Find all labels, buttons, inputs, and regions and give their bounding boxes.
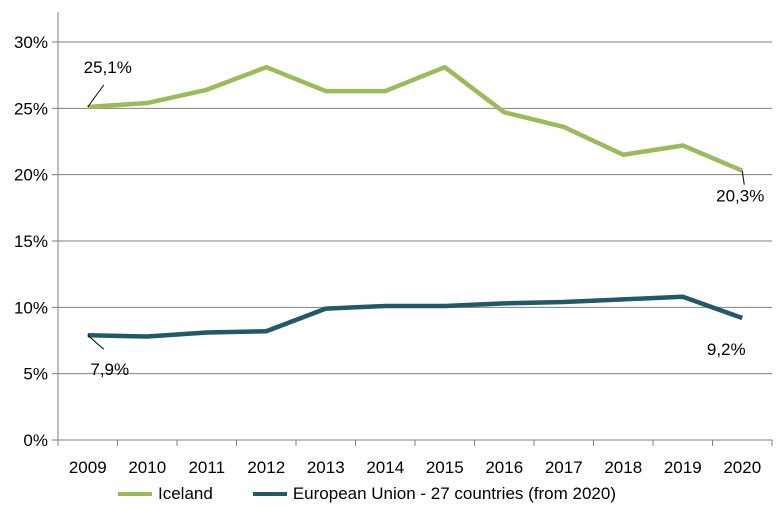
y-tick-label: 25% [14,99,48,118]
y-tick-label: 10% [14,298,48,317]
leader-line [741,170,745,185]
data-label: 7,9% [90,360,129,379]
y-tick-label: 5% [23,365,48,384]
y-tick-labels: 0% 5% 10% 15% 20% 25% 30% [14,33,48,450]
x-tick-label: 2020 [723,458,761,477]
legend-label-iceland: Iceland [158,484,213,503]
legend-item-iceland: Iceland [118,484,213,504]
series-lines [87,64,744,339]
legend-label-eu27: European Union - 27 countries (from 2020… [292,484,617,503]
x-tick-label: 2018 [604,458,642,477]
legend-swatch-eu27 [252,492,287,496]
leader-line [87,334,105,350]
data-label: 9,2% [707,340,746,359]
x-tick-label: 2010 [128,458,166,477]
axes [52,12,773,446]
x-tick-label: 2016 [485,458,523,477]
x-tick-label: 2014 [366,458,404,477]
legend: Iceland European Union - 27 countries (f… [118,484,656,504]
y-tick-label: 20% [14,166,48,185]
x-tick-label: 2019 [664,458,702,477]
series-line-iceland [87,64,744,173]
x-tick-label: 2013 [307,458,345,477]
data-labels: 25,1% 20,3% 7,9% 9,2% [84,58,765,379]
x-tick-label: 2015 [426,458,464,477]
legend-swatch-iceland [118,492,152,496]
legend-item-eu27: European Union - 27 countries (from 2020… [252,484,617,504]
x-tick-label: 2017 [545,458,583,477]
x-tick-label: 2012 [247,458,285,477]
x-tick-label: 2011 [188,458,225,477]
y-tick-label: 15% [14,232,48,251]
data-label: 20,3% [716,187,764,206]
series-line-eu27 [87,294,744,339]
leader-line [87,84,105,108]
y-tick-label: 0% [23,431,48,450]
y-tick-label: 30% [14,33,48,52]
grid-lines [58,41,772,375]
data-label: 25,1% [84,58,132,77]
x-tick-label: 2009 [69,458,107,477]
x-tick-labels: 2009 2010 2011 2012 2013 2014 2015 2016 2017 2018… [69,458,761,477]
